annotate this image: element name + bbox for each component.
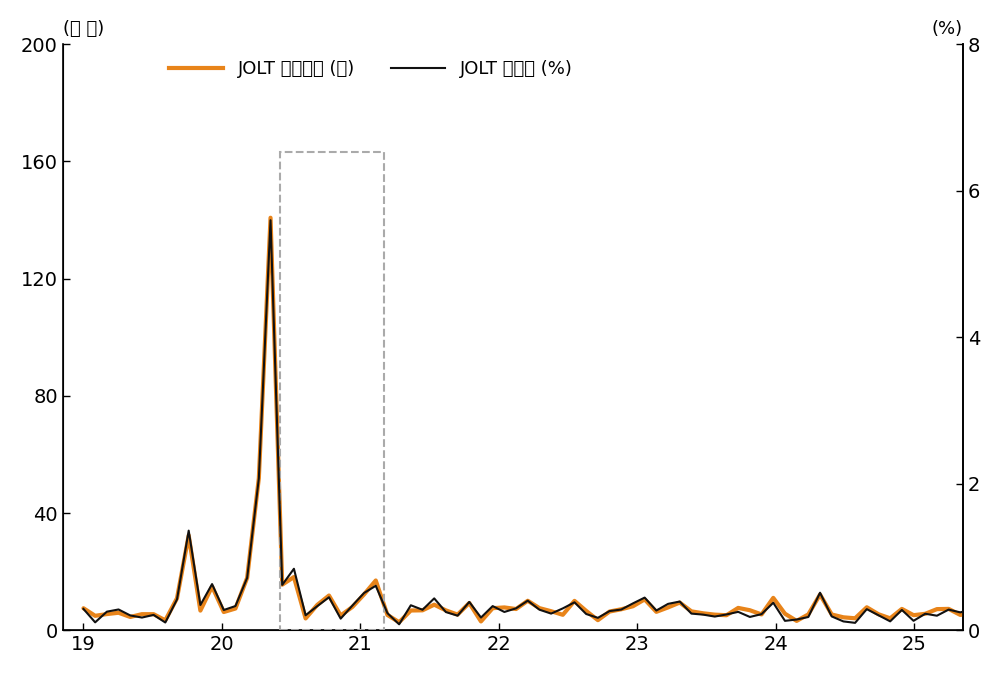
Legend: JOLT 해고자수 (좌), JOLT 해고율 (%): JOLT 해고자수 (좌), JOLT 해고율 (%) [162, 53, 580, 86]
Bar [280, 153, 384, 630]
Text: (천 명): (천 명) [63, 20, 104, 38]
Text: (%): (%) [932, 20, 963, 38]
